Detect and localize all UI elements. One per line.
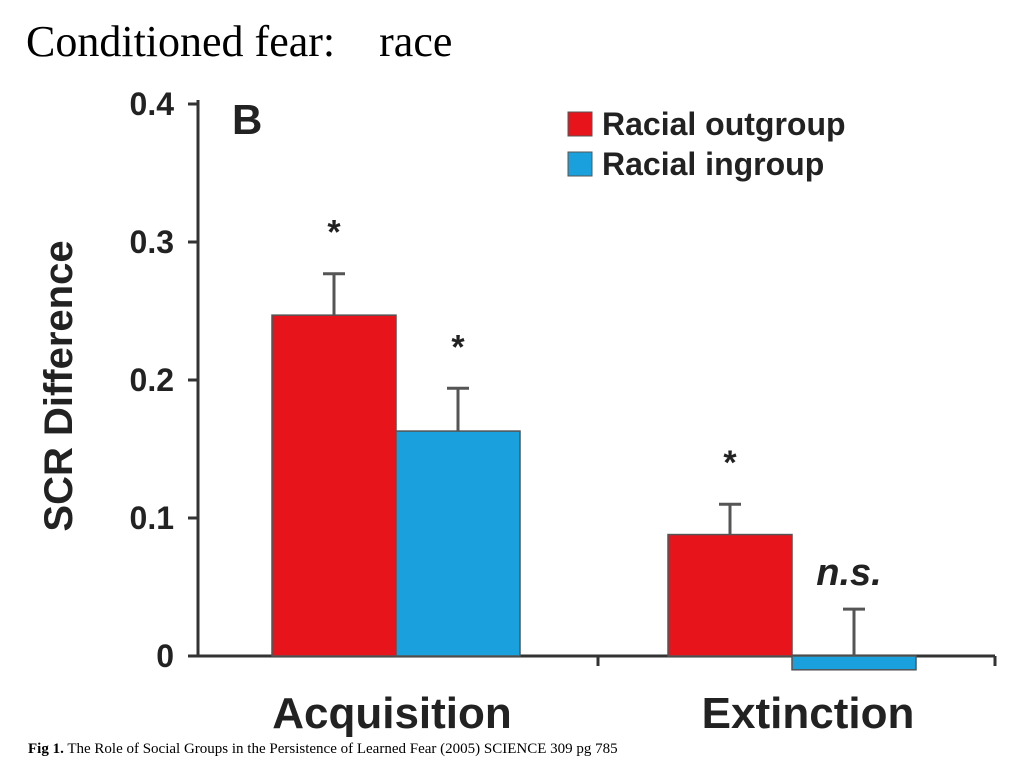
bar-chart: B SCR Difference 0 0.1 0.2 0.3 0.4 * * Acquisit… — [37, 86, 997, 738]
legend-label: Racial outgroup — [602, 106, 846, 142]
bar — [271, 314, 397, 657]
figure-caption: Fig 1. The Role of Social Groups in the … — [28, 741, 618, 758]
significance-marker: * — [451, 328, 465, 366]
bar — [791, 655, 917, 671]
bar — [395, 430, 521, 657]
caption-text: The Role of Social Groups in the Persist… — [63, 741, 618, 757]
x-category-label: Extinction — [702, 689, 915, 738]
significance-marker: * — [723, 444, 737, 482]
y-tick-label: 0 — [156, 638, 174, 674]
y-tick-label: 0.2 — [130, 362, 174, 398]
y-tick-label: 0.1 — [130, 500, 174, 536]
bar — [667, 533, 793, 657]
significance-marker: * — [327, 214, 341, 252]
slide-title: Conditioned fear: race — [26, 17, 453, 66]
legend-swatch — [567, 111, 593, 137]
y-axis-label: SCR Difference — [37, 240, 81, 531]
x-category-label: Acquisition — [272, 689, 512, 738]
panel-label: B — [232, 96, 262, 143]
significance-marker: n.s. — [816, 552, 881, 594]
y-tick-label: 0.4 — [130, 86, 175, 122]
caption-prefix: Fig 1. — [28, 741, 64, 757]
y-tick-label: 0.3 — [130, 224, 174, 260]
legend-swatch — [567, 151, 593, 177]
legend-label: Racial ingroup — [602, 146, 824, 182]
